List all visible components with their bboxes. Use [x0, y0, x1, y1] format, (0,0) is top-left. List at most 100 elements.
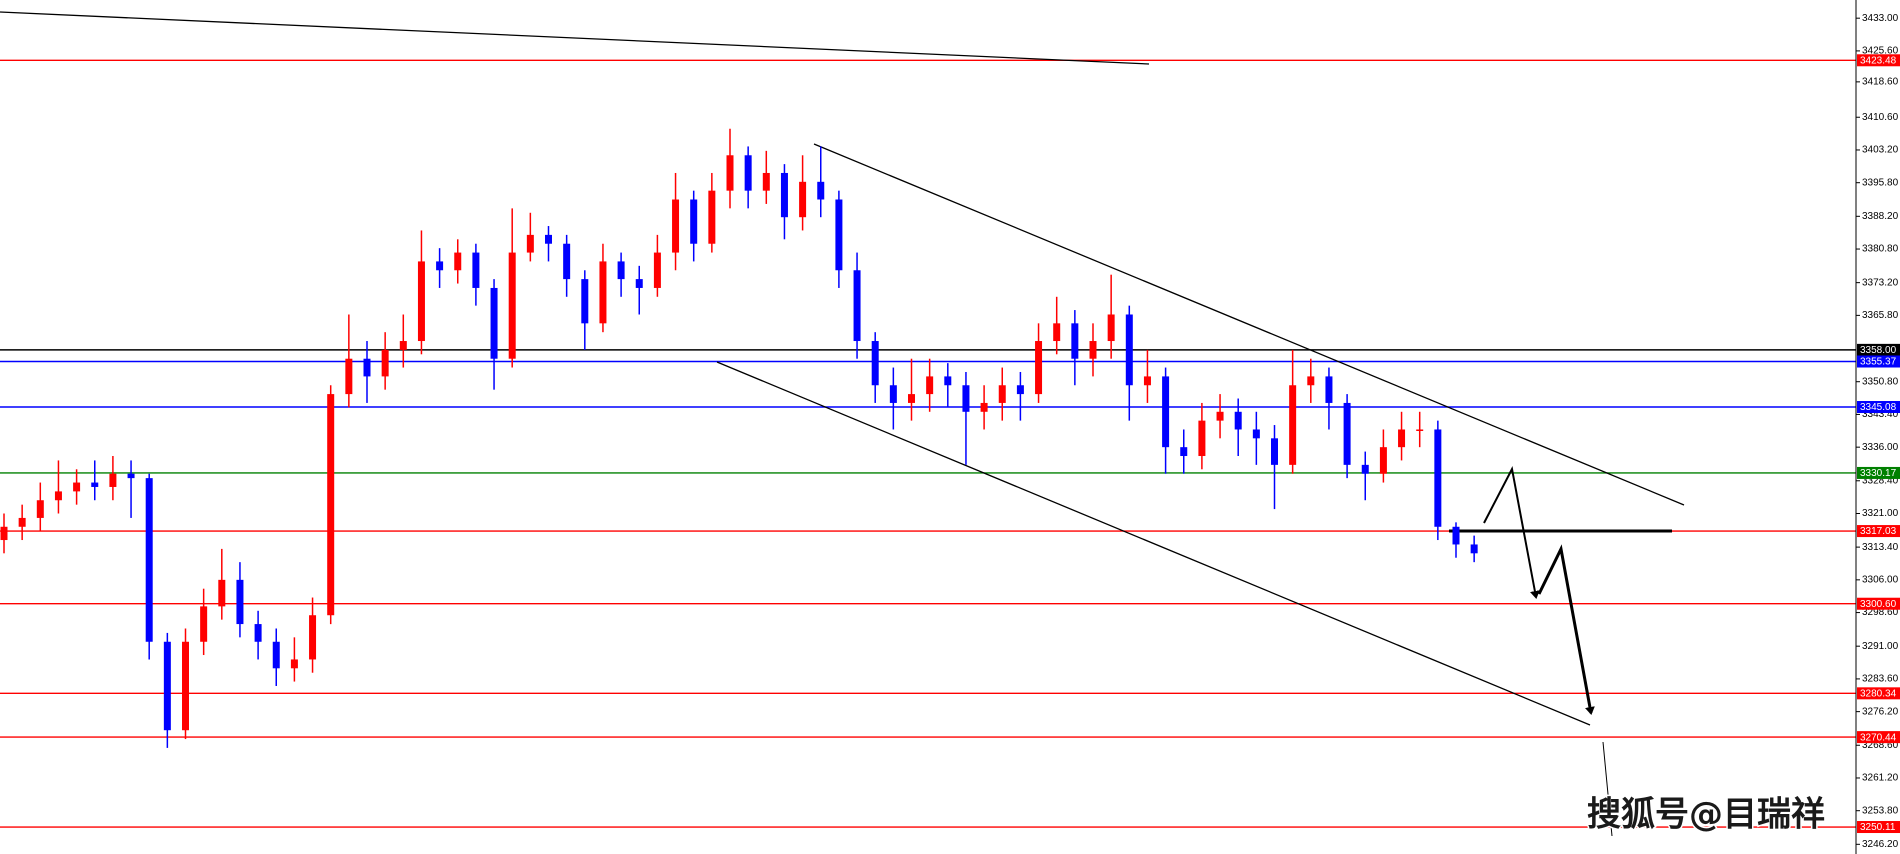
- candle-body: [962, 385, 970, 412]
- candle-body: [526, 234, 534, 253]
- candle-body: [1143, 376, 1151, 386]
- y-tick-label: 3306.00: [1862, 574, 1899, 585]
- candle-body: [1416, 429, 1424, 431]
- candle-body: [1470, 544, 1478, 554]
- candle-body: [363, 358, 371, 377]
- candle-body: [871, 341, 879, 386]
- y-tick-label: 3283.60: [1862, 674, 1899, 685]
- candle-body: [998, 385, 1006, 403]
- level-label-bg: [1857, 343, 1900, 356]
- candle-body: [1434, 429, 1442, 527]
- candle-body: [581, 279, 589, 324]
- y-tick-label: 3246.20: [1862, 839, 1899, 850]
- candle-body: [889, 385, 897, 403]
- y-tick-label: 3425.60: [1862, 46, 1899, 57]
- candle-body: [218, 579, 226, 607]
- y-tick-label: 3336.00: [1862, 442, 1899, 453]
- candle-body: [563, 243, 571, 280]
- trend-line: [813, 143, 1685, 506]
- candle-body: [672, 199, 680, 253]
- candle-body: [799, 181, 807, 218]
- y-tick-label: 3373.20: [1862, 277, 1899, 288]
- candle-body: [1289, 385, 1297, 465]
- candle-body: [109, 473, 117, 487]
- candle-body: [1325, 376, 1333, 403]
- candle-body: [508, 252, 516, 359]
- level-label: 3423.48: [1860, 55, 1897, 66]
- candle-body: [272, 641, 280, 669]
- level-label-bg: [1857, 597, 1900, 610]
- candle-body: [182, 641, 189, 731]
- candle-body: [345, 358, 353, 395]
- candle-body: [1379, 447, 1387, 474]
- candle-body: [908, 394, 915, 403]
- candle-body: [1089, 341, 1097, 359]
- y-tick-label: 3433.00: [1862, 13, 1899, 24]
- trend-lines: [0, 11, 1685, 837]
- candle-body: [762, 172, 770, 191]
- candle-body: [145, 478, 153, 642]
- candle-body: [708, 190, 716, 244]
- candle-body: [18, 517, 26, 527]
- candle-body: [1180, 447, 1188, 457]
- y-tick-label: 3291.00: [1862, 641, 1899, 652]
- watermark: 搜狐号@目瑞祥: [1587, 795, 1825, 835]
- candle-body: [254, 624, 262, 642]
- candle-body: [1452, 526, 1460, 545]
- level-label-bg: [1857, 54, 1900, 67]
- candle-body: [744, 155, 752, 191]
- projection-arrow: [1537, 544, 1595, 715]
- candle-body: [163, 641, 171, 731]
- candle-body: [472, 252, 480, 288]
- y-tick-label: 3298.60: [1862, 607, 1899, 618]
- candle-body: [853, 270, 861, 342]
- candle-body: [417, 261, 425, 342]
- level-label-bg: [1857, 466, 1900, 479]
- candle-body: [436, 261, 444, 271]
- level-label: 3317.03: [1860, 526, 1897, 537]
- y-tick-label: 3343.40: [1862, 409, 1899, 420]
- level-label: 3300.60: [1860, 599, 1897, 610]
- candle-body: [73, 482, 81, 492]
- candle-body: [726, 155, 734, 191]
- candle-body: [1071, 323, 1079, 359]
- projection-line: [1602, 741, 1613, 837]
- candle-body: [1307, 376, 1315, 386]
- candle-body: [653, 252, 661, 288]
- y-tick-label: 3253.80: [1862, 805, 1899, 816]
- y-tick-label: 3418.60: [1862, 77, 1899, 88]
- y-tick-label: 3261.20: [1862, 773, 1899, 784]
- candle-body: [91, 482, 99, 487]
- level-label: 3355.37: [1860, 357, 1897, 368]
- price-axis: [1856, 0, 1900, 854]
- candle-body: [817, 181, 825, 200]
- candle-body: [1053, 323, 1061, 342]
- candle-body: [1198, 420, 1206, 457]
- candle-body: [0, 526, 8, 541]
- trend-line: [0, 11, 1150, 65]
- candle-body: [454, 252, 462, 271]
- level-label-bg: [1857, 355, 1900, 368]
- candle-body: [545, 234, 552, 244]
- level-label: 3270.44: [1860, 732, 1897, 743]
- level-label: 3345.08: [1860, 402, 1897, 413]
- candle-body: [381, 349, 389, 377]
- level-label: 3280.34: [1860, 688, 1897, 699]
- candle-body: [599, 261, 607, 324]
- candle-body: [1107, 314, 1115, 342]
- price-axis-labels: 3433.00 3425.60 3418.60 3410.60 3403.20 3395.…: [1856, 13, 1900, 850]
- y-tick-label: 3350.80: [1862, 376, 1899, 387]
- y-tick-label: 3410.60: [1862, 112, 1899, 123]
- candle-body: [399, 341, 407, 350]
- y-tick-label: 3395.80: [1862, 177, 1899, 188]
- candle-body: [236, 579, 244, 625]
- candle-body: [54, 491, 62, 501]
- candle-body: [926, 376, 934, 395]
- y-tick-label: 3388.20: [1862, 211, 1899, 222]
- level-label-bg: [1857, 821, 1900, 834]
- level-label-bg: [1857, 687, 1900, 700]
- level-label-bg: [1857, 731, 1900, 744]
- trend-line: [716, 361, 1591, 726]
- candle-body: [1398, 429, 1406, 448]
